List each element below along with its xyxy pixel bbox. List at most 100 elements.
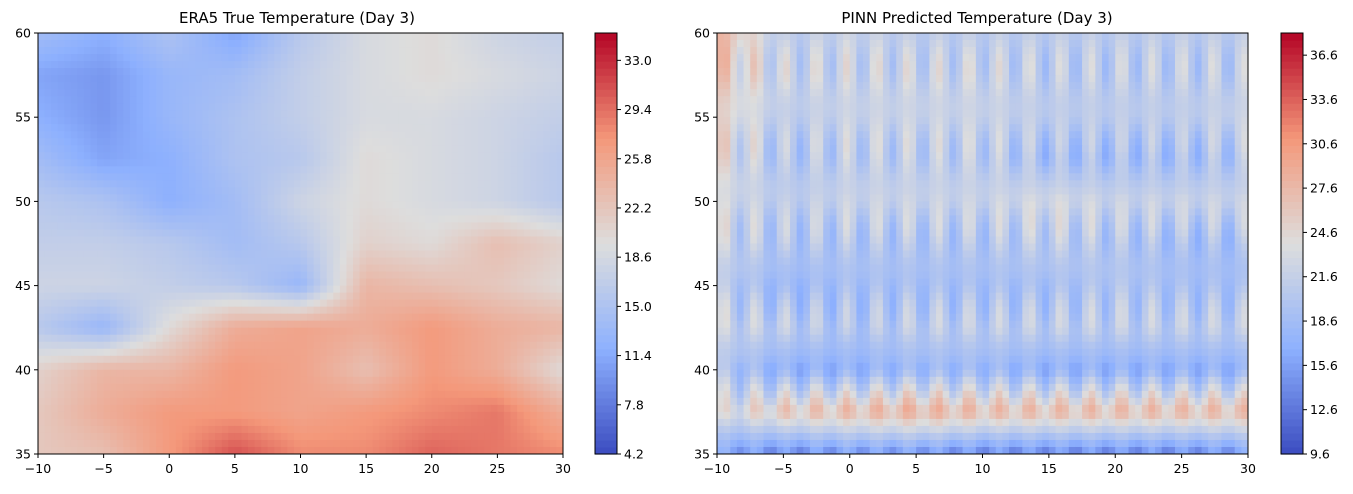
heatmap-cell — [228, 272, 235, 280]
heatmap-cell — [287, 61, 294, 69]
heatmap-cell — [189, 61, 196, 69]
heatmap-cell — [530, 194, 537, 202]
heatmap-cell — [379, 117, 386, 125]
heatmap-cell — [130, 335, 137, 343]
heatmap-cell — [130, 152, 137, 160]
heatmap-cell — [241, 187, 248, 195]
heatmap-cell — [274, 68, 281, 76]
heatmap-cell — [97, 265, 104, 273]
heatmap-cell — [320, 307, 327, 315]
heatmap-cell — [196, 40, 203, 48]
heatmap-cell — [91, 187, 98, 195]
colorbar: 4.27.811.415.018.622.225.829.433.0 — [595, 33, 652, 462]
heatmap-cell — [524, 54, 531, 62]
heatmap-cell — [1036, 33, 1043, 41]
heatmap-cell — [163, 251, 170, 259]
colorbar-segment — [595, 447, 617, 455]
heatmap-cell — [287, 82, 294, 90]
heatmap-cell — [366, 265, 373, 273]
heatmap-cell — [268, 138, 275, 146]
heatmap-cell — [123, 307, 130, 315]
heatmap-cell — [465, 68, 472, 76]
heatmap-cell — [58, 419, 65, 427]
heatmap-cell — [314, 173, 321, 181]
heatmap-cell — [274, 110, 281, 118]
heatmap-cell — [432, 328, 439, 336]
heatmap-cell — [274, 293, 281, 301]
heatmap-cell — [51, 117, 58, 125]
heatmap-cell — [491, 110, 498, 118]
heatmap-cell — [176, 349, 183, 357]
heatmap-cell — [537, 314, 544, 322]
heatmap-cell — [235, 251, 242, 259]
heatmap-cell — [71, 208, 78, 216]
heatmap-cell — [71, 258, 78, 266]
heatmap-cell — [215, 251, 222, 259]
heatmap-cell — [438, 152, 445, 160]
heatmap-cell — [333, 279, 340, 287]
heatmap-cell — [458, 419, 465, 427]
heatmap-cell — [451, 47, 458, 55]
heatmap-cell — [412, 356, 419, 364]
heatmap-cell — [182, 96, 189, 104]
heatmap-cell — [163, 342, 170, 350]
heatmap-cell — [301, 75, 308, 83]
heatmap-cell — [537, 131, 544, 139]
heatmap-cell — [419, 229, 426, 237]
heatmap-cell — [432, 89, 439, 97]
heatmap-cell — [163, 229, 170, 237]
heatmap-cell — [268, 384, 275, 392]
heatmap-cell — [346, 251, 353, 259]
heatmap-cell — [176, 117, 183, 125]
heatmap-cell — [301, 40, 308, 48]
heatmap-cell — [274, 75, 281, 83]
heatmap-cell — [136, 236, 143, 244]
heatmap-cell — [327, 447, 334, 455]
heatmap-cell — [484, 54, 491, 62]
heatmap-cell — [307, 391, 314, 399]
y-tick-label: 45 — [15, 278, 31, 293]
heatmap-cell — [261, 194, 268, 202]
heatmap-cell — [458, 258, 465, 266]
heatmap-cell — [51, 328, 58, 336]
heatmap-cell — [222, 75, 229, 83]
heatmap-cell — [235, 398, 242, 406]
heatmap-cell — [45, 152, 52, 160]
heatmap-cell — [478, 96, 485, 104]
heatmap-cell — [281, 145, 288, 153]
heatmap-cell — [130, 307, 137, 315]
heatmap-cell — [77, 265, 84, 273]
heatmap-cell — [340, 251, 347, 259]
heatmap-cell — [327, 349, 334, 357]
heatmap-cell — [58, 61, 65, 69]
heatmap-cell — [123, 124, 130, 132]
heatmap-cell — [222, 173, 229, 181]
heatmap-cell — [432, 173, 439, 181]
heatmap-cell — [373, 103, 380, 111]
heatmap-cell — [58, 335, 65, 343]
heatmap-cell — [478, 349, 485, 357]
heatmap-cell — [432, 300, 439, 308]
heatmap-cell — [478, 300, 485, 308]
heatmap-cell — [104, 426, 111, 434]
heatmap-cell — [504, 286, 511, 294]
heatmap-cell — [51, 384, 58, 392]
heatmap-cell — [241, 82, 248, 90]
heatmap-cell — [58, 258, 65, 266]
heatmap-cell — [222, 272, 229, 280]
heatmap-cell — [484, 244, 491, 252]
heatmap-cell — [189, 405, 196, 413]
heatmap-cell — [248, 82, 255, 90]
heatmap-cell — [451, 138, 458, 146]
heatmap-cell — [169, 405, 176, 413]
heatmap-cell — [333, 40, 340, 48]
heatmap-cell — [91, 201, 98, 209]
heatmap-cell — [71, 279, 78, 287]
heatmap-cell — [1049, 33, 1056, 41]
heatmap-cell — [156, 426, 163, 434]
heatmap-cell — [136, 103, 143, 111]
heatmap-cell — [71, 103, 78, 111]
heatmap-cell — [176, 103, 183, 111]
heatmap-cell — [438, 173, 445, 181]
heatmap-cell — [163, 286, 170, 294]
